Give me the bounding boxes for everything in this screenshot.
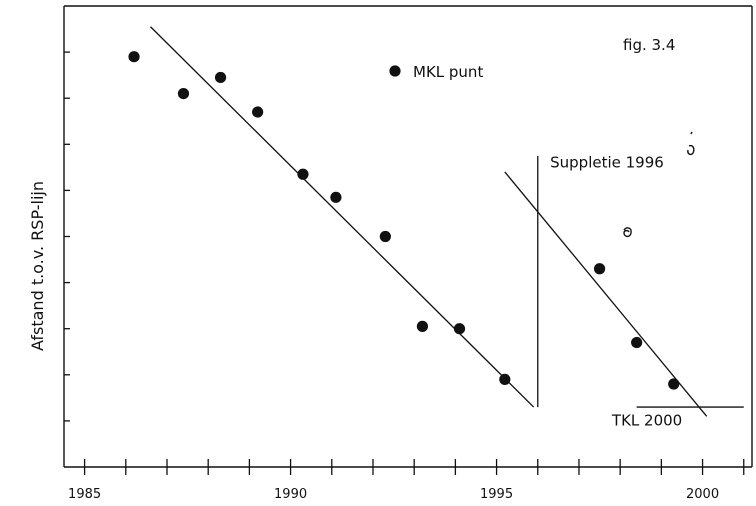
y-axis-label: Afstand t.o.v. RSP-lijn	[28, 181, 47, 351]
data-point	[631, 336, 643, 349]
x-tick-labels: 1985 1990 1995 2000	[68, 487, 719, 502]
legend-marker	[389, 65, 401, 77]
data-points	[128, 51, 680, 390]
x-tick-label: 2000	[686, 487, 719, 502]
figure-label: fig. 3.4	[623, 36, 675, 54]
data-point	[177, 87, 190, 100]
data-point	[453, 323, 466, 335]
scribble-mark	[623, 131, 695, 238]
data-point	[668, 378, 680, 390]
data-point	[252, 106, 264, 118]
data-point	[593, 263, 606, 275]
trend-lines	[150, 26, 708, 417]
data-point	[379, 230, 391, 243]
data-point	[214, 71, 227, 84]
x-tick-label: 1985	[68, 487, 101, 502]
annotation-lines	[537, 155, 744, 408]
data-point	[499, 373, 511, 386]
x-tick-label: 1990	[274, 487, 307, 502]
data-point	[330, 191, 342, 203]
x-tick-label: 1995	[480, 487, 513, 502]
annotation-tkl: TKL 2000	[611, 412, 682, 430]
x-ticks	[83, 459, 745, 475]
data-point	[128, 51, 140, 63]
trend-line	[150, 26, 535, 408]
data-point	[416, 320, 429, 332]
y-ticks	[64, 51, 70, 422]
legend-label: MKL punt	[413, 63, 483, 81]
data-point	[297, 168, 309, 180]
annotation-suppletie: Suppletie 1996	[550, 153, 664, 171]
trend-line	[504, 171, 708, 417]
